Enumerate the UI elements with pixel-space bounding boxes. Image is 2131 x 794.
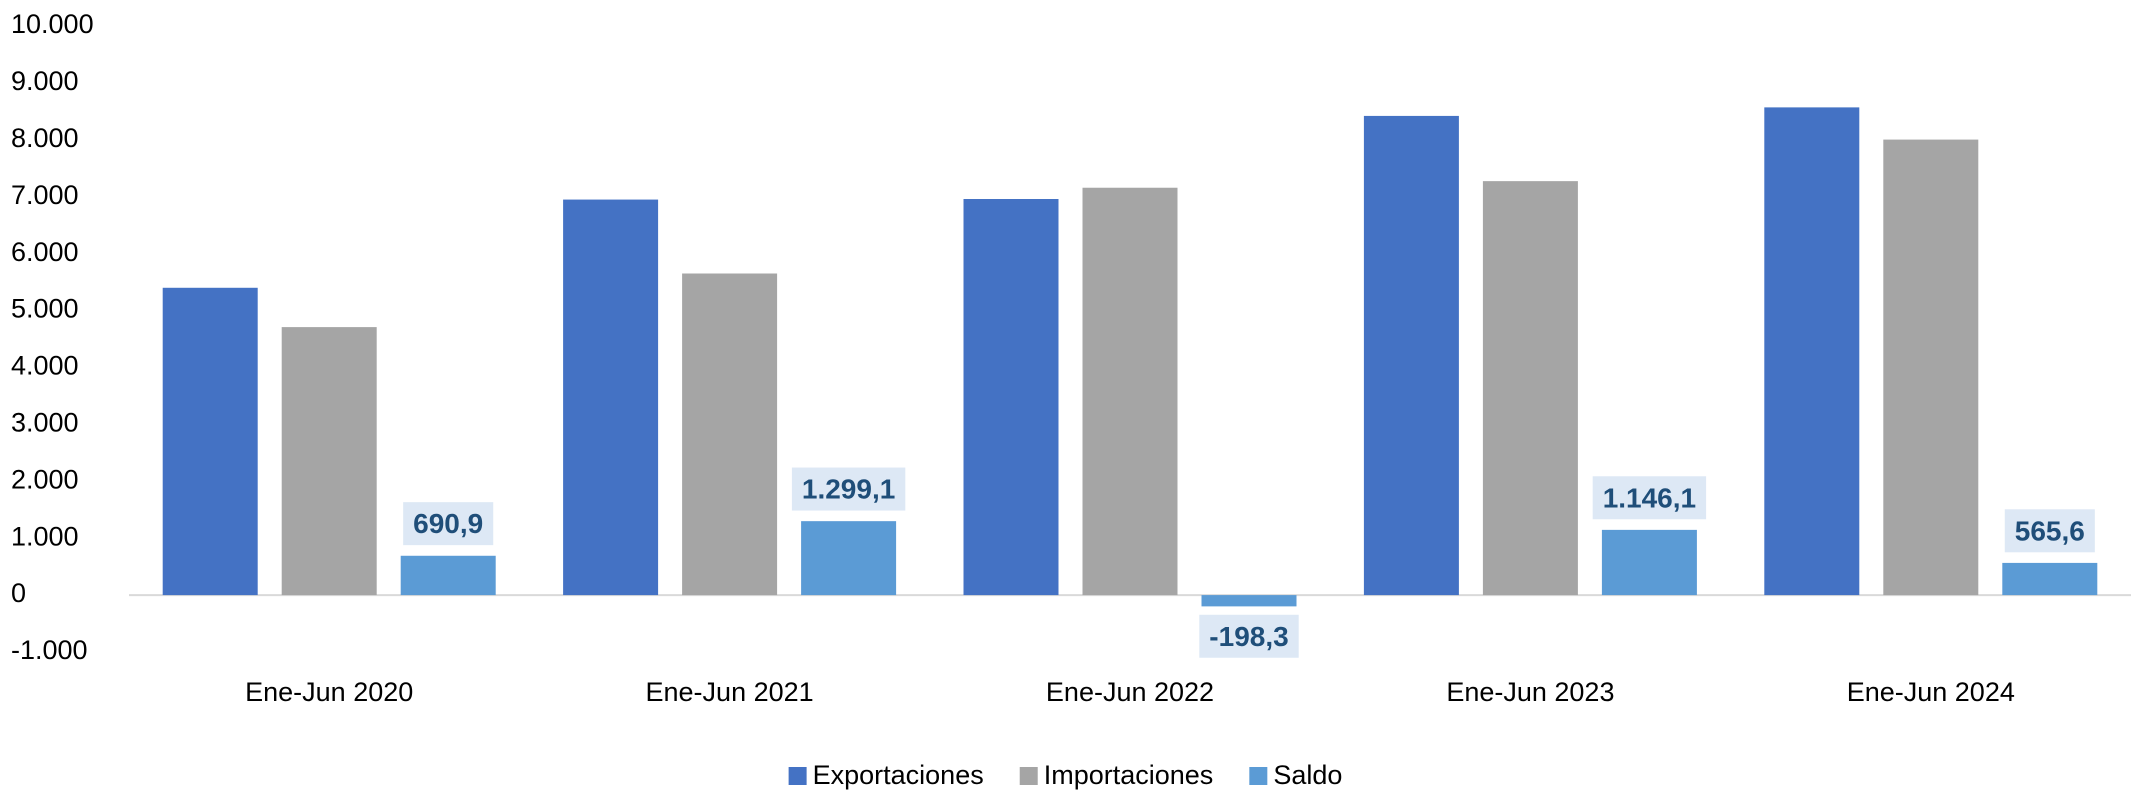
y-tick-label: 9.000 <box>11 66 79 96</box>
bar <box>1883 139 1979 596</box>
value-label: 565,6 <box>2015 515 2085 546</box>
bar <box>1201 595 1297 607</box>
bar <box>1363 115 1459 596</box>
value-label-bg <box>403 502 494 546</box>
y-tick-label: -1.000 <box>11 635 88 665</box>
value-label-bg <box>2004 509 2095 553</box>
bar <box>682 273 778 596</box>
value-label: -198,3 <box>1209 621 1288 652</box>
legend-swatch <box>1249 767 1268 785</box>
y-tick-label: 0 <box>11 578 26 608</box>
bar <box>1764 107 1860 596</box>
bar <box>162 287 258 596</box>
value-label: 1.299,1 <box>802 474 895 505</box>
y-tick-label: 10.000 <box>11 9 94 39</box>
legend-swatch <box>788 767 807 785</box>
x-tick-label: Ene-Jun 2024 <box>1847 677 2015 707</box>
bar <box>1082 187 1178 596</box>
value-label-bg <box>791 467 906 511</box>
y-tick-label: 4.000 <box>11 351 79 381</box>
legend-swatch <box>1019 767 1038 785</box>
x-tick-label: Ene-Jun 2022 <box>1046 677 1214 707</box>
y-tick-label: 8.000 <box>11 123 79 153</box>
bar <box>563 199 659 596</box>
value-label: 1.146,1 <box>1603 482 1696 513</box>
bar <box>801 521 897 596</box>
bar <box>1482 181 1578 596</box>
bar <box>400 555 496 596</box>
value-label-bg <box>1199 614 1299 658</box>
bar <box>1601 529 1697 596</box>
bar <box>281 327 377 596</box>
y-tick-label: 1.000 <box>11 521 79 551</box>
y-tick-label: 6.000 <box>11 237 79 267</box>
value-label-bg <box>1592 476 1707 520</box>
legend-label: Exportaciones <box>813 760 984 790</box>
bar <box>2002 562 2098 596</box>
y-tick-label: 5.000 <box>11 294 79 324</box>
y-tick-label: 2.000 <box>11 464 79 494</box>
legend-label: Importaciones <box>1044 760 1214 790</box>
x-tick-label: Ene-Jun 2020 <box>245 677 413 707</box>
legend-label: Saldo <box>1273 760 1342 790</box>
x-tick-label: Ene-Jun 2021 <box>646 677 814 707</box>
bar <box>963 199 1059 596</box>
y-tick-label: 3.000 <box>11 407 79 437</box>
y-tick-label: 7.000 <box>11 180 79 210</box>
x-tick-label: Ene-Jun 2023 <box>1446 677 1614 707</box>
value-label: 690,9 <box>413 508 483 539</box>
